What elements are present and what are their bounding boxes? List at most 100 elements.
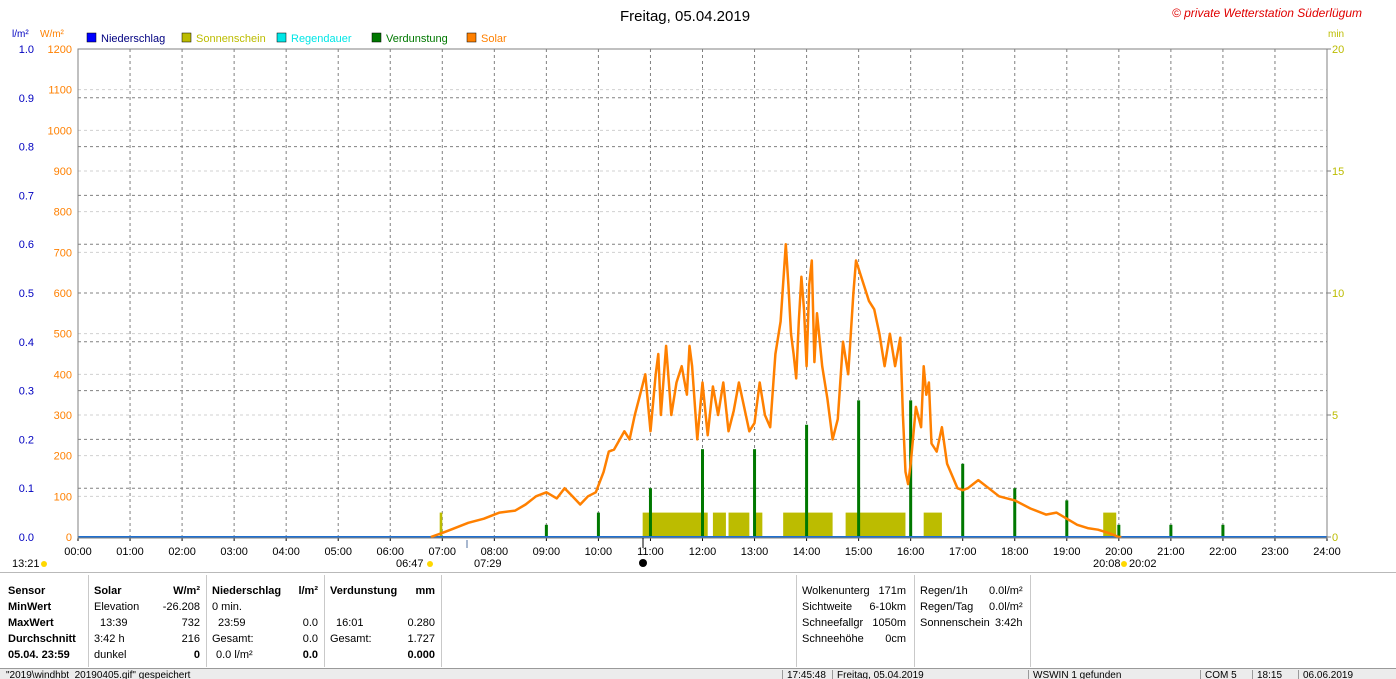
x-tick-label: 01:00	[116, 546, 144, 558]
sonnenschein-bar	[439, 512, 443, 537]
weather-chart: Freitag, 05.04.2019 © private Wetterstat…	[12, 6, 1362, 570]
y-tick-label-right: 5	[1332, 410, 1338, 422]
x-tick-label: 12:00	[689, 546, 717, 558]
x-tick-label: 15:00	[845, 546, 873, 558]
stats-niederschlag-header: Niederschlag	[212, 585, 282, 597]
verdunstung-bar	[1169, 524, 1173, 537]
x-tick-label: 13:00	[741, 546, 769, 558]
stats-wolken-value: 6-10km	[869, 601, 906, 613]
legend-swatch	[86, 32, 97, 43]
verdunstung-bar	[961, 463, 965, 537]
x-tick-label: 11:00	[637, 546, 664, 558]
y-tick-label-blue: 0.4	[19, 337, 34, 349]
sonnenschein-bar	[1103, 512, 1117, 537]
y-tick-label-orange: 400	[54, 369, 72, 381]
status-clock: 18:15	[1252, 670, 1291, 679]
stats-regen-label: Regen/Tag	[920, 601, 974, 613]
x-tick-label: 02:00	[168, 546, 196, 558]
x-tick-label: 14:00	[793, 546, 821, 558]
sunset-icon	[1121, 561, 1127, 567]
y-tick-label-blue: 0.6	[19, 239, 34, 251]
stats-niederschlag-value: 0.0	[302, 649, 318, 661]
stats-solar-value: 732	[181, 617, 200, 629]
stats-verdunstung-value: 1.727	[407, 633, 435, 645]
status-date: 06.06.2019	[1298, 670, 1393, 679]
stats-verdunstung-value: 0.280	[407, 617, 435, 629]
stats-wolken-label: Sichtweite	[802, 601, 853, 613]
annotation-sunset: 20:08	[1093, 558, 1121, 570]
x-tick-label: 18:00	[1001, 546, 1029, 558]
stats-regen-value: 3:42h	[995, 617, 1023, 629]
y-tick-label-orange: 500	[54, 329, 72, 341]
sonnenschein-bar	[923, 512, 942, 537]
stats-sensor-row: MinWert	[8, 601, 52, 613]
chart-legend: Niederschlag Sonnenschein Regendauer Verdun…	[86, 32, 507, 45]
stats-solar-value: 216	[181, 633, 200, 645]
unit-left-orange: W/m²	[40, 29, 65, 40]
chart-title: Freitag, 05.04.2019	[620, 8, 750, 25]
status-time: 17:45:48	[782, 670, 831, 679]
stats-regen-value: 0.0l/m²	[989, 585, 1023, 597]
y-tick-label-orange: 900	[54, 166, 72, 178]
solar-line	[430, 242, 1122, 539]
legend-label: Verdunstung	[386, 33, 448, 45]
legend-swatch	[181, 32, 192, 43]
sonnenschein-bar	[712, 512, 726, 537]
stats-solar-value: 0	[193, 649, 200, 661]
x-tick-label: 09:00	[533, 546, 561, 558]
stats-sensor-row: MaxWert	[8, 617, 54, 629]
y-tick-label-blue: 0.9	[19, 93, 34, 105]
stats-regen-label: Regen/1h	[920, 585, 968, 597]
copyright-text: © private Wetterstation Süderlügum	[1172, 6, 1362, 20]
verdunstung-bar	[648, 488, 652, 537]
status-file: "2019\windhbt_20190405.gif" gespeichert	[6, 670, 191, 679]
x-tick-label: 21:00	[1157, 546, 1185, 558]
y-tick-label-right: 15	[1332, 166, 1344, 178]
stats-regen-value: 0.0l/m²	[989, 601, 1023, 613]
y-tick-label-orange: 1200	[48, 44, 72, 56]
legend-label: Sonnenschein	[196, 33, 266, 45]
y-tick-label-right: 0	[1332, 532, 1338, 544]
annotation-1321: 13:21	[12, 558, 40, 570]
sun-icon	[41, 561, 47, 567]
annotation-sunrise: 06:47	[396, 558, 424, 570]
stats-niederschlag-value: 0.0	[302, 633, 318, 645]
x-tick-label: 16:00	[897, 546, 925, 558]
y-tick-label-blue: 0.1	[19, 483, 34, 495]
stats-verdunstung-label: 16:01	[336, 617, 364, 629]
annotation-sunset-marker: 20:02	[1129, 558, 1157, 570]
stats-regen-label: Sonnenschein	[920, 617, 990, 629]
legend-swatch	[371, 32, 382, 43]
stats-niederschlag-label: 0 min.	[212, 601, 242, 613]
y-tick-label-orange: 1000	[48, 125, 72, 137]
x-tick-label: 00:00	[64, 546, 92, 558]
x-axis-ticks: 00:00 01:00 02:00 03:00 04:00 05:00 06:00 07:00…	[64, 537, 1341, 558]
y-tick-label-blue: 0.7	[19, 190, 34, 202]
stats-solar-label: 13:39	[100, 617, 128, 629]
status-bar: "2019\windhbt_20190405.gif" gespeichert …	[0, 668, 1396, 679]
x-tick-label: 17:00	[949, 546, 977, 558]
legend-label: Solar	[481, 33, 507, 45]
stats-niederschlag-label: Gesamt:	[212, 633, 254, 645]
y-tick-label-orange: 100	[54, 491, 72, 503]
stats-wolken-label: Schneehöhe	[802, 633, 864, 645]
chart-grid	[78, 49, 1327, 537]
verdunstung-bar	[701, 449, 704, 537]
status-day: Freitag, 05.04.2019	[832, 670, 1017, 679]
stats-solar-header: Solar	[94, 585, 122, 597]
stats-wolken-value: 1050m	[872, 617, 906, 629]
y-tick-label-blue: 0.0	[19, 532, 34, 544]
stats-niederschlag-label: 0.0 l/m²	[216, 649, 253, 661]
noon-marker-icon	[639, 559, 647, 567]
y-tick-label-orange: 800	[54, 207, 72, 219]
x-tick-label: 05:00	[324, 546, 352, 558]
verdunstung-bar	[1013, 488, 1017, 537]
stats-wolken-value: 171m	[878, 585, 906, 597]
stats-verdunstung-label: Gesamt:	[330, 633, 372, 645]
legend-swatch	[466, 32, 477, 43]
sonnenschein-bar	[642, 512, 708, 537]
sonnenschein-bar	[845, 512, 906, 537]
unit-left-blue: l/m²	[12, 29, 29, 40]
verdunstung-bar	[805, 424, 809, 537]
x-tick-label: 19:00	[1053, 546, 1081, 558]
